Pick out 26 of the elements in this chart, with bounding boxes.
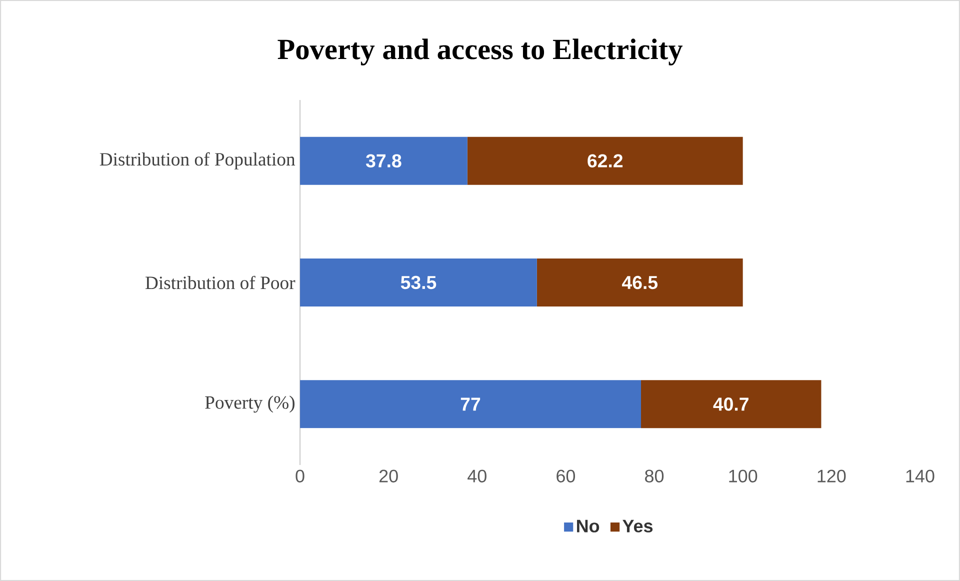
y-tick-label: Poverty (%) [205,396,294,413]
bar [536,258,743,307]
data-label: 77 [460,398,480,411]
y-tick-label: Distribution of Poor [145,276,296,290]
x-tick-label: 100 [729,470,758,482]
legend-label: No [577,520,600,532]
chart-title: Poverty and access to Electricity [278,38,683,66]
data-label: 40.7 [713,398,748,411]
bar [640,380,822,428]
x-tick-label: 0 [296,470,304,482]
bar [467,136,743,185]
bar [300,258,537,307]
data-label: 37.8 [366,154,402,168]
y-tick-label: Distribution of Population [100,152,296,170]
x-tick-label: 140 [906,470,934,482]
bar [300,136,468,185]
x-tick-label: 20 [379,470,398,482]
x-tick-label: 40 [468,470,486,482]
bar [300,380,641,428]
data-label: 46.5 [622,276,658,290]
legend-label: Yes [622,520,653,532]
data-label: 53.5 [400,276,436,290]
x-tick-label: 120 [818,470,846,482]
x-tick-label: 80 [645,470,664,482]
x-tick-label: 60 [556,470,576,482]
data-label: 62.2 [588,154,623,168]
